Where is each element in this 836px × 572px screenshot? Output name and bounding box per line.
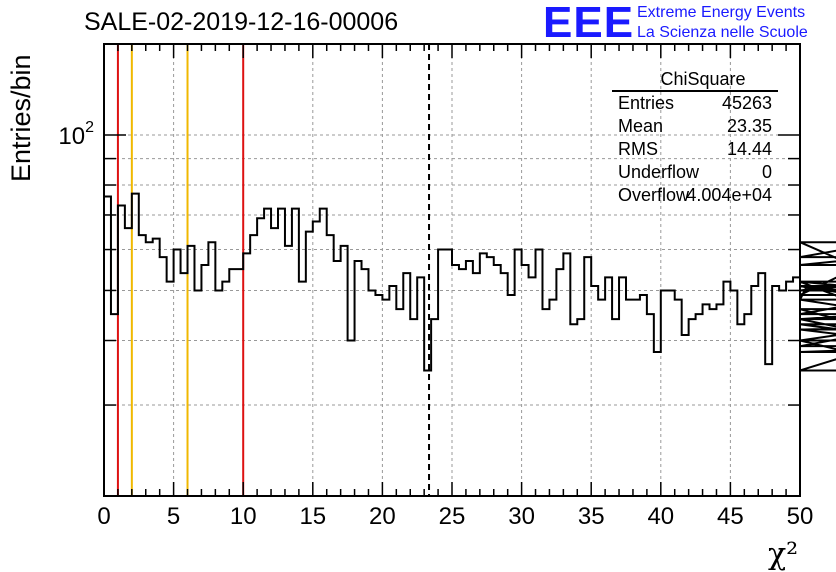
stats-value: 0 [761,162,772,182]
eee-logo: EEE [543,0,635,47]
x-tick-label: 15 [299,503,326,530]
x-tick-label: 0 [97,503,110,530]
stats-row-rms: RMS 14.44 [612,138,778,161]
stats-title: ChiSquare [612,68,778,92]
logo-subtitle-line1: Extreme Energy Events [637,4,806,21]
stats-box: ChiSquare Entries 45263 Mean 23.35 RMS 1… [612,68,778,207]
run-title: SALE-02-2019-12-16-00006 [84,8,399,36]
stats-key: Underflow [618,162,700,182]
stats-row-underflow: Underflow 0 [612,161,778,184]
stats-value: 23.35 [726,116,772,136]
x-tick-label: 30 [508,503,535,530]
stats-row-entries: Entries 45263 [612,92,778,115]
x-tick-label: 10 [230,503,257,530]
stats-key: Entries [618,93,675,113]
stats-value: 4.004e+04 [686,185,772,205]
stats-value: 45263 [721,93,772,113]
x-tick-label: 25 [439,503,466,530]
stats-value: 14.44 [726,139,772,159]
stats-row-mean: Mean 23.35 [612,115,778,138]
x-axis-label: χ² [768,537,799,572]
x-tick-label: 45 [717,503,744,530]
x-tick-label: 50 [787,503,814,530]
y-tick-label: 102 [58,119,94,150]
stats-key: Mean [618,116,664,136]
x-tick-label: 5 [167,503,180,530]
x-tick-label: 40 [647,503,674,530]
x-tick-label: 20 [369,503,396,530]
axis-ticks [103,44,801,497]
y-axis-label: Entries/bin [6,54,36,182]
x-tick-label: 35 [578,503,605,530]
tick-labels: 0 5 10 15 20 25 30 35 40 45 50 102 [58,119,813,530]
stats-row-overflow: Overflow 4.004e+04 [612,184,778,207]
stats-key: Overflow [618,185,690,205]
logo-subtitle-line2: La Scienza nelle Scuole [637,24,808,41]
histogram-line [104,192,836,372]
stats-key: RMS [618,139,658,159]
